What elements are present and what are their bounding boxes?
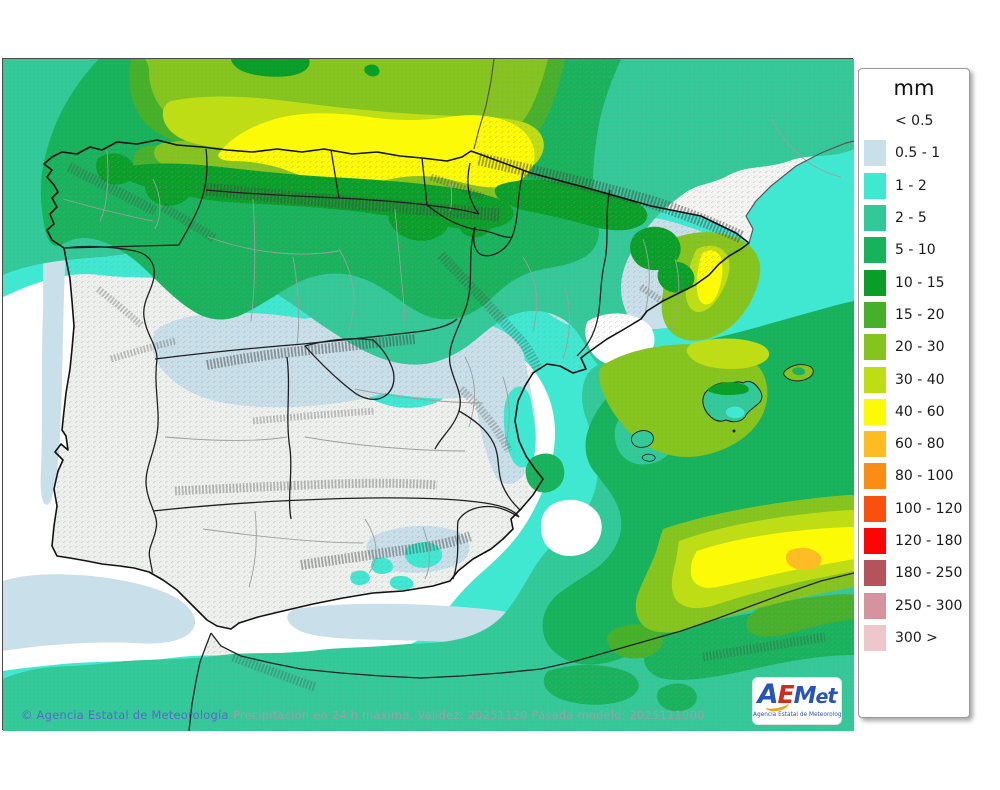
legend-item: 20 - 30 [859,331,969,363]
legend-item: 60 - 80 [859,428,969,460]
legend-item: 120 - 180 [859,525,969,557]
legend-label: 15 - 20 [895,306,945,323]
legend-item: 1 - 2 [859,170,969,202]
legend-item: 80 - 100 [859,460,969,492]
legend-label: 120 - 180 [895,533,963,549]
legend-item: 10 - 15 [859,266,969,298]
legend-swatch [864,528,886,554]
aemet-logo-letter: e [815,686,828,708]
legend-panel: mm < 0.5 0.5 - 1 1 - 2 2 - 5 5 - 10 10 - 15 15… [858,68,970,718]
validity-caption: Precipitación en 24 h máxima. Validez: 2… [233,708,705,722]
legend-swatch [864,366,886,393]
legend-swatch [864,140,886,167]
legend-label: 2 - 5 [895,210,927,227]
legend-label: 1 - 2 [895,177,927,194]
legend-label: 180 - 250 [895,565,963,582]
legend-swatch [864,495,886,522]
legend-swatch [864,592,886,619]
legend-swatch [864,205,886,232]
legend-label: 100 - 120 [895,500,963,517]
legend-swatch [864,269,886,296]
aemet-logo-letter: t [827,684,837,708]
legend-swatch [864,301,886,328]
aemet-logo-word: AEMet [753,678,841,711]
map-canvas [3,59,854,731]
legend-item: < 0.5 [859,105,969,137]
legend-label: 60 - 80 [895,436,945,453]
aemet-logo-letter: M [793,683,817,709]
aemet-logo-letter: E [777,680,795,709]
legend-item: 5 - 10 [859,234,969,266]
legend-label: 40 - 60 [895,403,945,420]
legend-swatch [864,237,886,264]
legend-swatch [864,624,886,651]
legend-title: mm [893,76,935,100]
legend-label: 0.5 - 1 [895,145,941,162]
legend-swatch [864,398,886,425]
aemet-logo-subtitle: Agencia Estatal de Meteorología [753,712,841,718]
legend-swatch [864,172,886,199]
legend-item: 30 - 40 [859,363,969,395]
legend-swatch [864,560,886,587]
legend-item: 40 - 60 [859,396,969,428]
legend-swatch [864,431,886,458]
legend-item: 180 - 250 [859,557,969,589]
legend-item: 2 - 5 [859,202,969,234]
legend-swatch [864,108,886,134]
legend-label: 30 - 40 [895,371,945,388]
legend-item: 250 - 300 [859,589,969,621]
attribution-text: © Agencia Estatal de Meteorología [21,708,229,722]
legend-item: 100 - 120 [859,493,969,525]
aemet-logo: AEMet Agencia Estatal de Meteorología [753,678,841,724]
legend-swatch [864,334,886,361]
legend-label: 5 - 10 [895,242,936,259]
map-panel: © Agencia Estatal de Meteorología Precip… [2,58,854,731]
legend-items: < 0.5 0.5 - 1 1 - 2 2 - 5 5 - 10 10 - 15 15 - … [859,105,969,654]
legend-item: 15 - 20 [859,299,969,331]
legend-swatch [864,463,886,490]
legend-label: 300 > [895,629,938,646]
legend-label: < 0.5 [895,113,934,130]
legend-item: 300 > [859,622,969,654]
legend-item: 0.5 - 1 [859,137,969,169]
legend-label: 10 - 15 [895,274,945,291]
legend-label: 250 - 300 [895,597,963,614]
aemet-logo-letter: A [757,679,779,710]
legend-label: 20 - 30 [895,339,945,356]
legend-label: 80 - 100 [895,468,954,485]
